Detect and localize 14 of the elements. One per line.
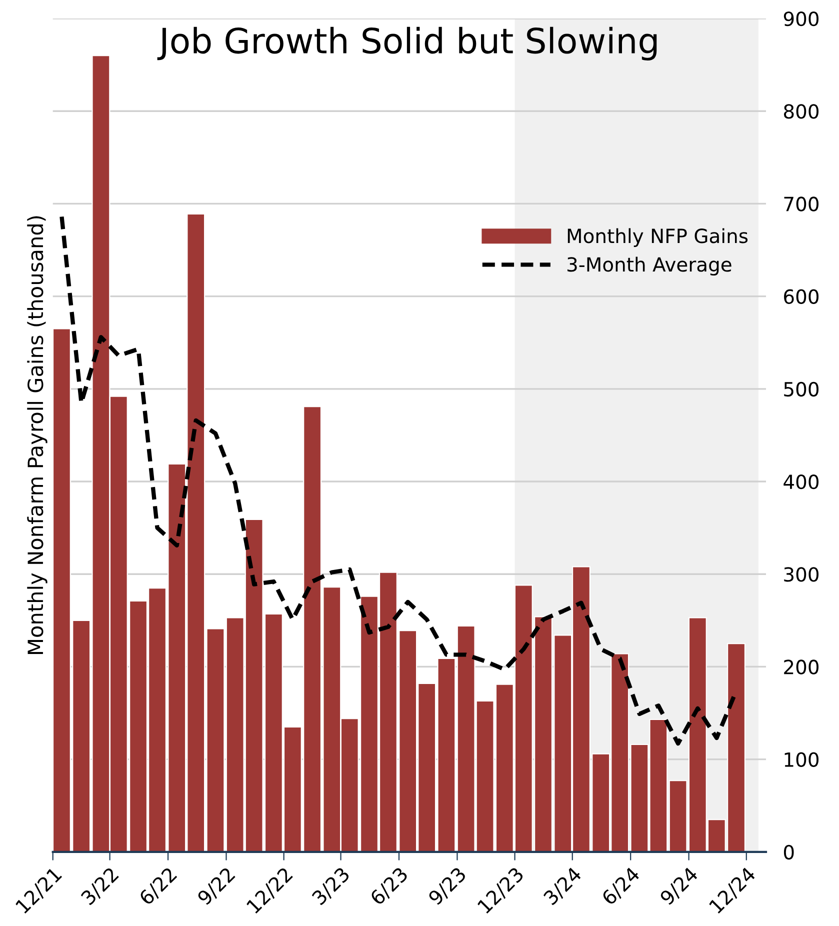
y-tick-label: 900 (784, 11, 818, 26)
legend-label: 3-Month Average (567, 256, 732, 276)
y-tick-label: 800 (784, 104, 818, 119)
y-axis-title: Monthly Nonfarm Payroll Gains (thousand) (27, 216, 48, 654)
legend-label: Monthly NFP Gains (568, 228, 748, 248)
y-tick-label: 600 (784, 289, 818, 304)
chart-title: Job Growth Solid but Slowing (157, 26, 657, 60)
y-tick-label: 700 (784, 196, 818, 212)
y-tick-label: 100 (784, 752, 818, 767)
y-tick-label: 400 (784, 474, 818, 490)
y-tick-label: 200 (784, 660, 818, 674)
y-tick-label: 0 (784, 844, 794, 860)
y-tick-label: 500 (784, 382, 818, 397)
y-tick-label: 300 (784, 567, 818, 582)
